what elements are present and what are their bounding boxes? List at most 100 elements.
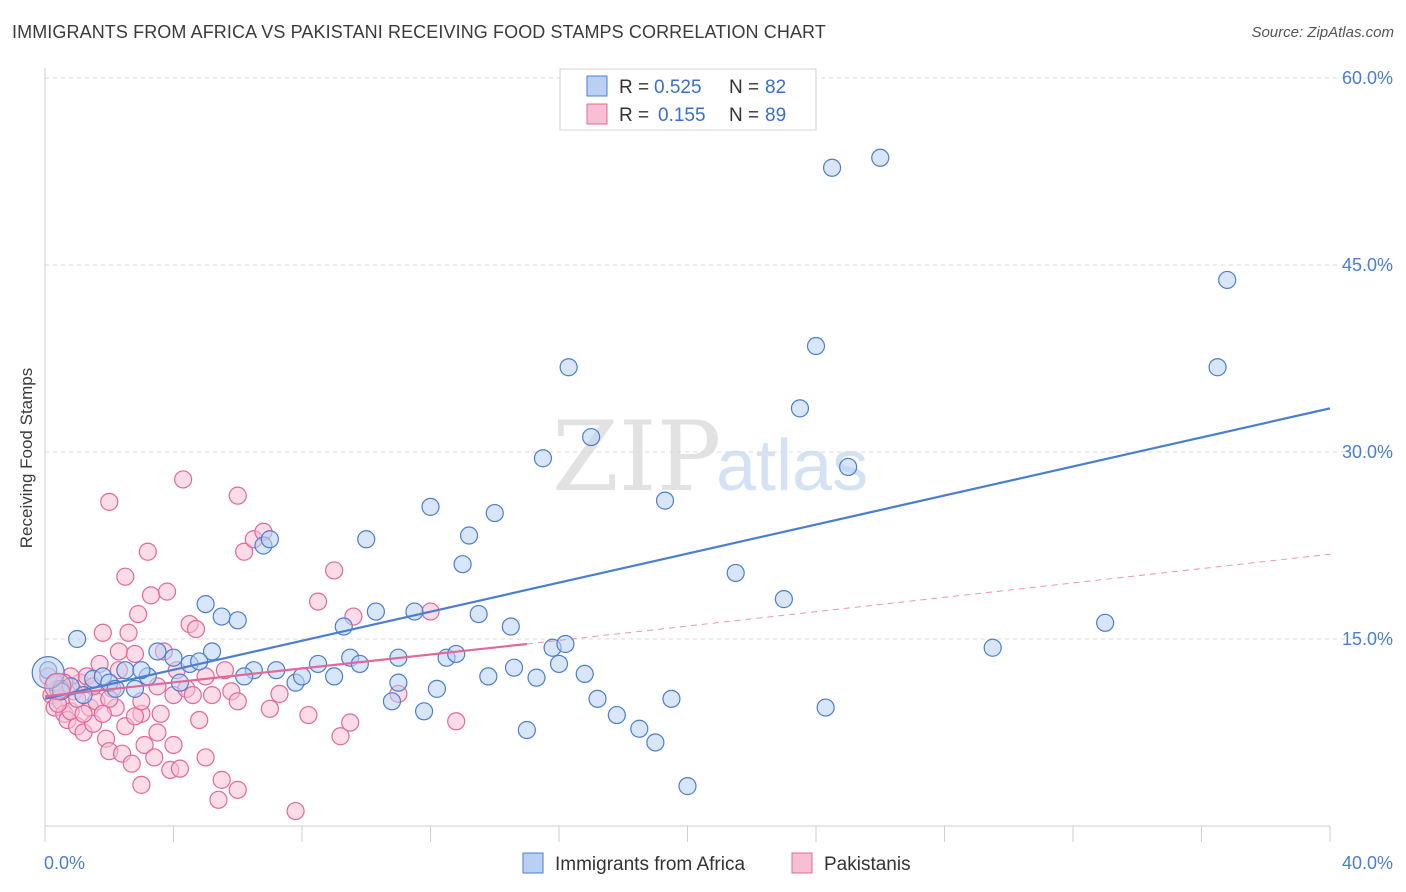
series-pakistanis-points	[39, 470, 466, 821]
bottom-legend-label-africa: Immigrants from Africa	[555, 854, 745, 875]
watermark-zip: ZIP	[552, 401, 721, 513]
legend-swatch-africa	[586, 75, 608, 97]
pakistanis-point	[141, 586, 161, 605]
africa-point	[646, 733, 665, 752]
pakistanis-point	[132, 775, 151, 794]
africa-point	[1208, 358, 1227, 377]
pakistanis-point	[270, 684, 289, 703]
africa-point	[357, 530, 376, 549]
pakistanis-point	[308, 592, 328, 611]
pakistanis-point	[186, 619, 206, 639]
africa-point	[575, 664, 594, 684]
africa-point	[582, 427, 601, 447]
africa-point	[806, 336, 826, 356]
africa-point	[871, 148, 890, 167]
pakistanis-point	[202, 685, 222, 705]
pakistanis-point	[196, 748, 215, 767]
africa-point	[816, 698, 835, 717]
africa-point	[212, 607, 231, 626]
pakistanis-point	[109, 642, 128, 661]
africa-point	[31, 656, 65, 690]
africa-point	[501, 617, 520, 636]
pakistanis-point	[341, 713, 360, 732]
pakistanis-point	[164, 735, 183, 755]
africa-point	[588, 689, 607, 708]
legend-r-label-africa: R =	[619, 77, 649, 98]
pakistanis-point	[125, 644, 145, 664]
x-tick-label-min: 0.0%	[44, 853, 85, 873]
pakistanis-point	[174, 470, 193, 489]
y-tick-label: 60.0%	[1342, 68, 1393, 88]
x-tick-label-max: 40.0%	[1342, 853, 1393, 873]
africa-point	[556, 634, 575, 654]
africa-point	[678, 777, 697, 796]
africa-point	[533, 449, 553, 468]
pakistanis-point	[100, 492, 119, 511]
africa-point	[308, 654, 328, 674]
africa-point	[655, 491, 675, 510]
africa-point	[350, 654, 369, 674]
africa-point	[983, 638, 1002, 657]
pakistanis-point	[93, 623, 112, 642]
africa-point	[260, 530, 279, 549]
pakistanis-point	[125, 707, 145, 726]
africa-point	[421, 497, 440, 516]
africa-point	[116, 661, 135, 680]
africa-point	[630, 719, 649, 738]
pakistanis-trend-extension	[526, 553, 1331, 645]
africa-point	[839, 457, 858, 477]
y-tick-label: 30.0%	[1342, 442, 1393, 462]
pakistanis-point	[196, 667, 215, 686]
bottom-legend: Immigrants from Africa Pakistanis	[522, 852, 911, 875]
legend-n-value-pakistanis: 89	[765, 105, 786, 126]
pakistanis-point	[183, 685, 202, 705]
africa-point	[549, 654, 569, 674]
pakistanis-point	[331, 727, 350, 746]
africa-point	[504, 658, 524, 677]
africa-trend-line	[44, 407, 1331, 700]
pakistanis-point	[138, 542, 157, 561]
pakistanis-point	[228, 780, 247, 799]
bottom-legend-swatch-pakistanis	[791, 852, 813, 874]
pakistanis-point	[215, 661, 234, 680]
pakistanis-point	[148, 723, 167, 742]
pakistanis-point	[145, 748, 164, 767]
y-tick-label: 15.0%	[1342, 629, 1393, 649]
pakistanis-point	[151, 704, 170, 723]
pakistanis-point	[235, 542, 254, 561]
legend: R = 0.525 N = 82 R = 0.155 N = 89	[559, 68, 817, 131]
legend-n-value-africa: 82	[765, 77, 786, 98]
legend-r-value-pakistanis: 0.155	[658, 105, 706, 126]
africa-point	[132, 661, 151, 680]
series-africa-points	[31, 148, 1237, 796]
africa-point	[1218, 270, 1237, 290]
africa-point	[485, 503, 504, 523]
y-axis-label: Receiving Food Stamps	[17, 368, 36, 548]
y-tick-labels: 15.0% 30.0% 45.0% 60.0%	[1342, 68, 1393, 649]
africa-point	[726, 563, 745, 583]
pakistanis-point	[447, 712, 466, 731]
africa-point	[790, 399, 810, 418]
africa-point	[164, 648, 183, 667]
africa-point	[469, 604, 488, 624]
legend-r-label-pakistanis: R =	[619, 105, 649, 126]
africa-point	[447, 644, 466, 664]
pakistanis-point	[299, 705, 318, 725]
pakistanis-point	[44, 672, 72, 700]
africa-point	[148, 642, 167, 661]
legend-n-label-africa: N =	[729, 77, 759, 98]
africa-point	[453, 555, 472, 574]
africa-point	[607, 705, 626, 725]
legend-n-label-pakistanis: N =	[729, 105, 759, 126]
pakistanis-point	[116, 567, 135, 586]
pakistanis-point	[93, 704, 112, 723]
chart-title: IMMIGRANTS FROM AFRICA VS PAKISTANI RECE…	[12, 22, 826, 42]
africa-point	[196, 594, 215, 614]
pakistanis-point	[286, 801, 305, 821]
pakistanis-point	[228, 692, 247, 711]
africa-point	[479, 667, 498, 686]
pakistanis-point	[135, 735, 154, 755]
trend-lines	[44, 407, 1331, 700]
pakistanis-point	[190, 710, 209, 730]
